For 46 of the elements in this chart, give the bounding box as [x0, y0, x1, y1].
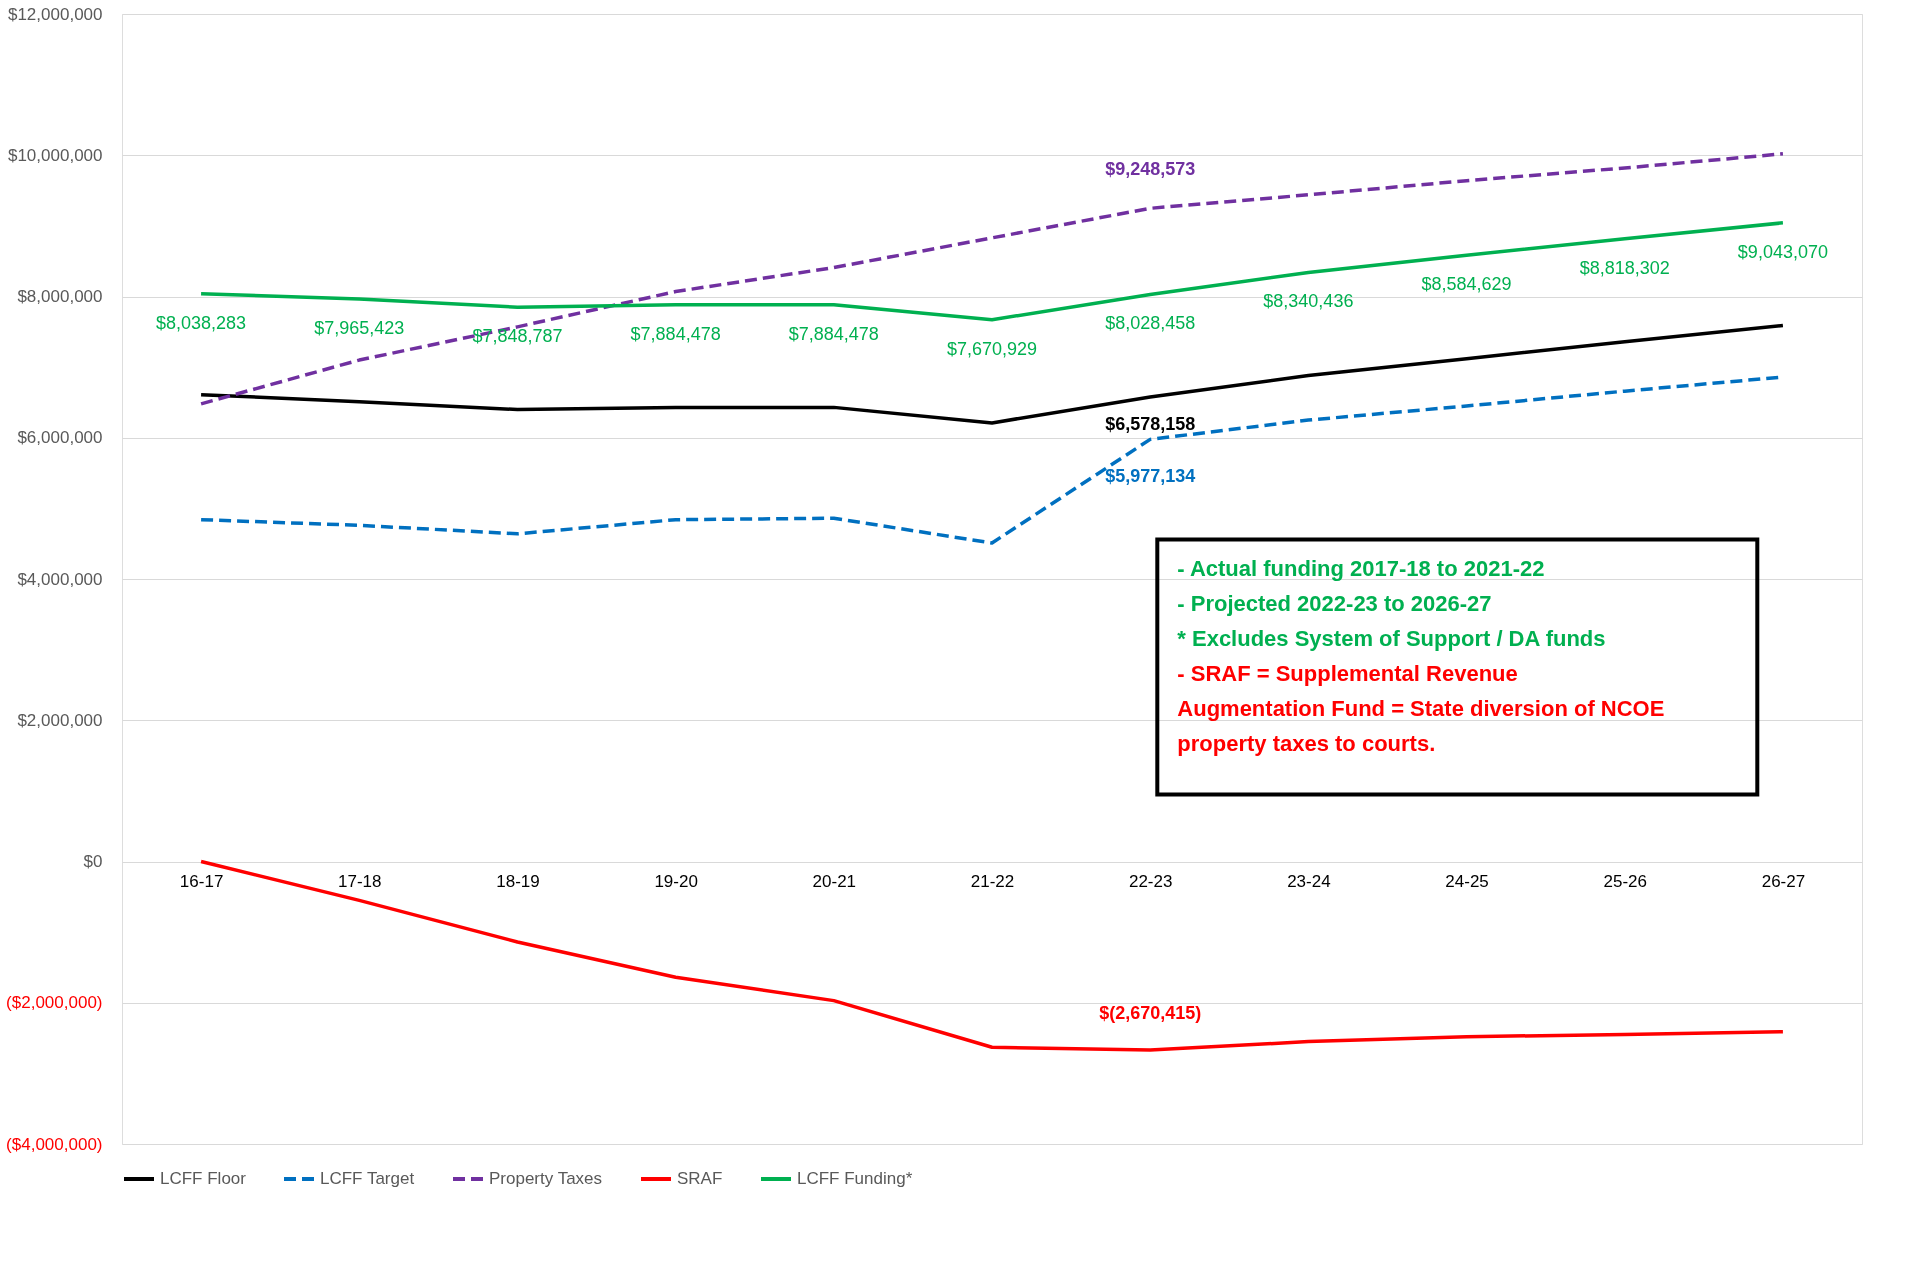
data-label: $7,670,929: [946, 338, 1038, 359]
annotation: - SRAF = Supplemental Revenue: [1177, 661, 1518, 687]
legend-label: LCFF Target: [320, 1169, 415, 1188]
data-label: $7,965,423: [314, 317, 405, 338]
legend-label: Property Taxes: [489, 1169, 603, 1188]
data-label: $7,884,478: [788, 323, 879, 344]
data-label: $9,248,573: [1105, 159, 1196, 180]
x-tick-label: 23-24: [1287, 872, 1331, 891]
data-label: $8,340,436: [1263, 291, 1354, 312]
legend-label: LCFF Floor: [160, 1169, 247, 1188]
y-tick-label: $6,000,000: [17, 428, 103, 448]
x-tick-label: 17-18: [338, 872, 382, 891]
x-tick-label: 24-25: [1445, 872, 1489, 891]
x-tick-label: 19-20: [654, 872, 698, 891]
data-label: $8,584,629: [1421, 274, 1512, 295]
x-tick-label: 25-26: [1603, 872, 1647, 891]
data-label: $7,884,478: [630, 323, 721, 344]
y-tick-label: $12,000,000: [7, 4, 103, 24]
legend-label: LCFF Funding*: [797, 1169, 913, 1188]
data-label: $5,977,134: [1105, 466, 1196, 487]
annotation: Augmentation Fund = State diversion of NCOE: [1177, 696, 1665, 722]
annotation: - Projected 2022-23 to 2026-27: [1177, 591, 1492, 617]
data-label: $7,848,787: [472, 326, 563, 347]
x-tick-label: 22-23: [1128, 872, 1173, 891]
x-tick-label: 16-17: [179, 872, 224, 891]
annotation: - Actual funding 2017-18 to 2021-22: [1177, 556, 1545, 582]
data-label: $8,818,302: [1579, 257, 1670, 278]
annotation: property taxes to courts.: [1177, 731, 1436, 757]
y-tick-label: $2,000,000: [17, 710, 103, 730]
x-tick-label: 20-21: [812, 872, 857, 891]
y-tick-label: $8,000,000: [17, 287, 103, 306]
y-tick-label: ($2,000,000): [6, 993, 103, 1013]
data-label: $8,028,458: [1105, 313, 1196, 334]
y-tick-label: $0: [83, 852, 103, 871]
x-tick-label: 26-27: [1761, 872, 1806, 891]
data-label: $6,578,158: [1105, 413, 1196, 434]
data-label: $9,043,070: [1737, 241, 1828, 262]
y-tick-label: $10,000,000: [7, 145, 103, 165]
y-tick-label: $4,000,000: [17, 569, 103, 589]
x-tick-label: 18-19: [496, 872, 540, 891]
y-tick-label: ($4,000,000): [6, 1134, 103, 1154]
legend-label: SRAF: [677, 1169, 723, 1188]
data-label: $(2,670,415): [1099, 1003, 1202, 1024]
annotation: * Excludes System of Support / DA funds: [1177, 626, 1606, 652]
data-label: $8,038,283: [156, 312, 247, 333]
x-tick-label: 21-22: [970, 872, 1015, 891]
